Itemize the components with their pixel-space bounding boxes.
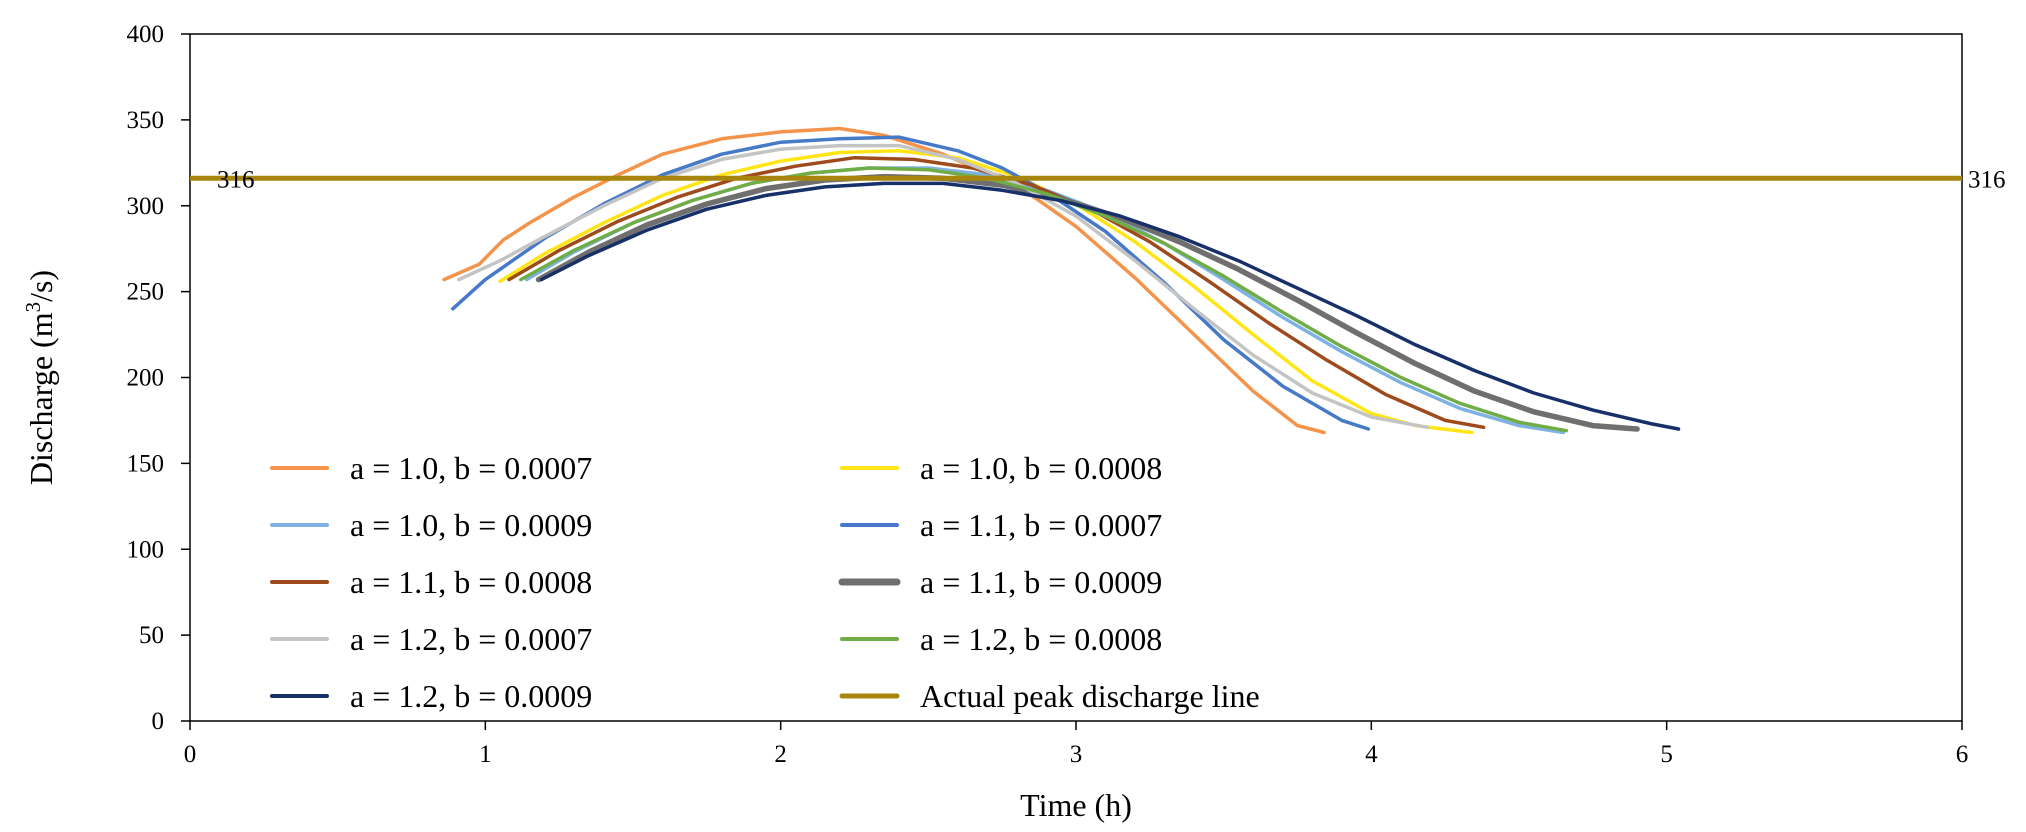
legend-label: a = 1.0, b = 0.0009 xyxy=(350,507,592,543)
legend-label: Actual peak discharge line xyxy=(920,678,1260,714)
peak-label-left: 316 xyxy=(217,166,255,193)
series-line xyxy=(539,181,1681,431)
series-line xyxy=(442,126,1326,435)
legend-label: a = 1.2, b = 0.0007 xyxy=(350,621,592,657)
legend: a = 1.0, b = 0.0007 a = 1.0, b = 0.0008 a … xyxy=(270,450,1260,714)
x-tick-label: 4 xyxy=(1365,741,1378,768)
y-tick-label: 150 xyxy=(127,450,165,477)
x-tick-label: 1 xyxy=(479,741,492,768)
y-tick-label: 200 xyxy=(127,365,165,392)
series-line xyxy=(519,166,1569,433)
x-tick-label: 3 xyxy=(1070,741,1083,768)
series-layer: 316 316 xyxy=(190,126,2006,435)
x-tick-label: 6 xyxy=(1956,741,1969,768)
y-tick-label: 100 xyxy=(127,536,165,563)
plot-area xyxy=(189,33,1963,722)
x-tick-label: 5 xyxy=(1660,741,1673,768)
legend-label: a = 1.2, b = 0.0008 xyxy=(920,621,1162,657)
y-tick-label: 350 xyxy=(127,107,165,134)
legend-label: a = 1.1, b = 0.0009 xyxy=(920,564,1162,600)
y-tick-label: 0 xyxy=(152,708,165,735)
x-tick-label: 2 xyxy=(774,741,787,768)
x-axis-title: Time (h) xyxy=(1020,787,1132,823)
legend-label: a = 1.2, b = 0.0009 xyxy=(350,678,592,714)
peak-label-right: 316 xyxy=(1968,166,2006,193)
y-tick-label: 250 xyxy=(127,279,165,306)
legend-label: a = 1.0, b = 0.0007 xyxy=(350,450,592,486)
y-axis-title: Discharge (m3/s) xyxy=(21,270,59,485)
plot-frame xyxy=(189,33,1963,722)
y-tick-label: 400 xyxy=(127,21,165,48)
legend-label: a = 1.1, b = 0.0007 xyxy=(920,507,1162,543)
series-line xyxy=(498,149,1474,435)
y-tick-label: 50 xyxy=(139,622,164,649)
legend-label: a = 1.0, b = 0.0008 xyxy=(920,450,1162,486)
axes: 0 50 100 150 200 250 300 350 400 0 1 2 3 4 5 6 Time (h) D… xyxy=(21,21,1968,823)
series-line xyxy=(457,143,1430,430)
legend-label: a = 1.1, b = 0.0008 xyxy=(350,564,592,600)
x-tick-label: 0 xyxy=(184,741,197,768)
y-tick-label: 300 xyxy=(127,193,165,220)
